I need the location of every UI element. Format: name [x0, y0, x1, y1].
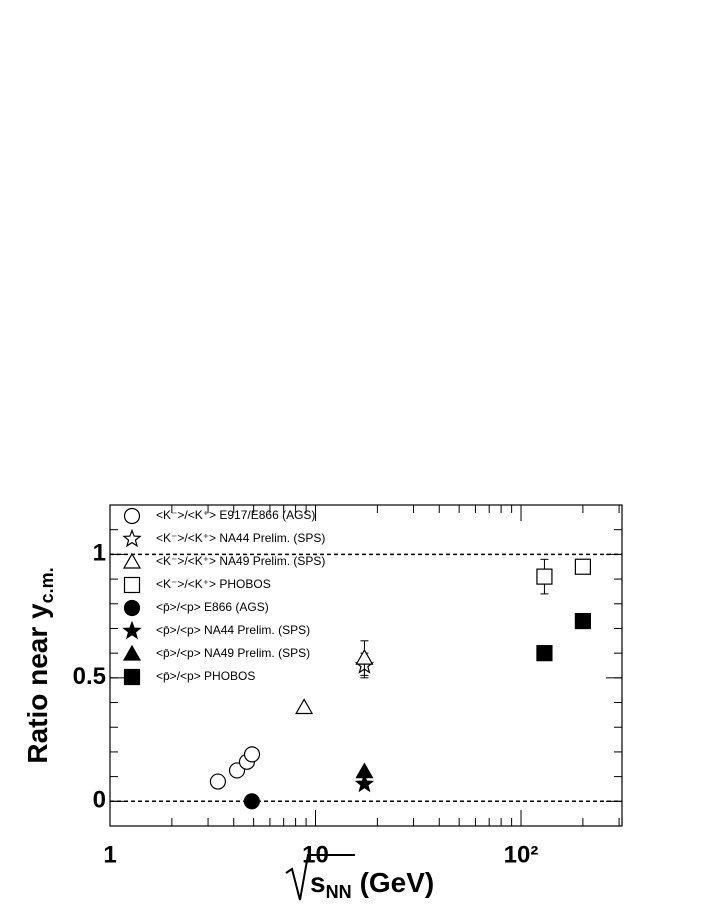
y-tick-label: 1: [93, 540, 106, 567]
legend-marker: [122, 552, 142, 569]
legend-marker: [123, 599, 141, 617]
legend-marker: [123, 576, 141, 594]
point: [354, 773, 375, 793]
point: [243, 746, 261, 763]
legend-marker: [122, 620, 142, 640]
legend-label: <K⁻>/<K⁺> E917/E866 (AGS): [156, 508, 315, 522]
point: [209, 773, 227, 790]
y-tick-label: 0.5: [73, 663, 106, 690]
sqrt-sign: [285, 854, 355, 901]
legend-label: <p̄>/<p> PHOBOS: [156, 669, 255, 683]
legend-marker: [122, 528, 142, 548]
point: [574, 612, 591, 630]
point: [295, 698, 314, 715]
legend-label: <p̄>/<p> E866 (AGS): [156, 600, 269, 614]
x-axis-label-text: s: [310, 867, 326, 898]
x-axis-label-unit: (GeV): [360, 867, 435, 898]
legend-label: <p̄>/<p> NA49 Prelim. (SPS): [156, 646, 310, 660]
legend-marker: [123, 668, 141, 686]
point: [355, 762, 374, 779]
x-axis-label-sub: NN: [326, 882, 352, 902]
legend-label: <p̄>/<p> NA44 Prelim. (SPS): [156, 623, 310, 637]
point: [574, 558, 591, 575]
point: [536, 568, 553, 585]
legend-label: <K⁻>/<K⁺> PHOBOS: [156, 577, 271, 591]
point: [355, 648, 374, 665]
point: [536, 645, 553, 662]
x-axis-label: sNN (GeV): [310, 867, 434, 901]
legend-label: <K⁻>/<K⁺> NA44 Prelim. (SPS): [156, 531, 325, 545]
legend-marker: [123, 507, 141, 525]
legend-marker: [122, 644, 142, 661]
y-tick-label: 0: [93, 787, 106, 814]
legend-label: <K⁻>/<K⁺> NA49 Prelim. (SPS): [156, 554, 325, 568]
x-tick-label: 1: [103, 841, 116, 868]
y-axis-label: Ratio near yc.m.: [22, 567, 56, 763]
y-axis-label-text: Ratio near y: [22, 603, 53, 764]
point: [243, 793, 260, 810]
plot-frame: [109, 504, 623, 827]
x-tick-label: 10²: [504, 841, 539, 868]
y-axis-label-sub: c.m.: [37, 567, 57, 603]
